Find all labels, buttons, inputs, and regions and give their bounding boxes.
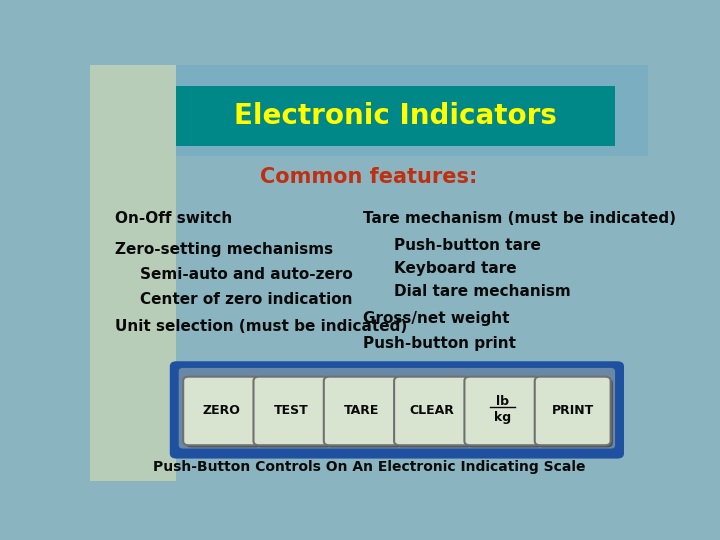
Text: Tare mechanism (must be indicated): Tare mechanism (must be indicated): [364, 211, 676, 226]
Text: Common features:: Common features:: [261, 167, 477, 187]
Text: Push-button tare: Push-button tare: [394, 238, 541, 253]
Bar: [176, 65, 648, 156]
FancyBboxPatch shape: [324, 377, 400, 445]
Text: PRINT: PRINT: [552, 404, 594, 417]
Text: ZERO: ZERO: [202, 404, 240, 417]
FancyBboxPatch shape: [170, 361, 624, 458]
Bar: [90, 65, 176, 481]
FancyBboxPatch shape: [326, 379, 402, 447]
FancyBboxPatch shape: [253, 377, 329, 445]
Text: Gross/net weight: Gross/net weight: [364, 311, 510, 326]
FancyBboxPatch shape: [467, 379, 543, 447]
Text: On-Off switch: On-Off switch: [115, 211, 233, 226]
FancyBboxPatch shape: [394, 377, 470, 445]
Text: lb: lb: [496, 395, 509, 408]
FancyBboxPatch shape: [179, 368, 615, 449]
Text: kg: kg: [494, 411, 511, 424]
FancyBboxPatch shape: [396, 379, 472, 447]
Text: Keyboard tare: Keyboard tare: [394, 261, 517, 276]
Text: Center of zero indication: Center of zero indication: [140, 292, 353, 307]
Text: Unit selection (must be indicated): Unit selection (must be indicated): [115, 319, 408, 334]
FancyBboxPatch shape: [186, 379, 261, 447]
Text: Push-Button Controls On An Electronic Indicating Scale: Push-Button Controls On An Electronic In…: [153, 460, 585, 474]
Text: CLEAR: CLEAR: [410, 404, 454, 417]
FancyBboxPatch shape: [464, 377, 540, 445]
FancyBboxPatch shape: [256, 379, 332, 447]
Text: Semi-auto and auto-zero: Semi-auto and auto-zero: [140, 267, 353, 282]
Text: TARE: TARE: [344, 404, 379, 417]
FancyBboxPatch shape: [537, 379, 613, 447]
Text: Electronic Indicators: Electronic Indicators: [234, 102, 557, 130]
Text: Push-button print: Push-button print: [364, 336, 516, 351]
FancyBboxPatch shape: [535, 377, 611, 445]
FancyBboxPatch shape: [176, 85, 615, 146]
FancyBboxPatch shape: [183, 377, 259, 445]
Text: Dial tare mechanism: Dial tare mechanism: [394, 284, 571, 299]
Text: TEST: TEST: [274, 404, 309, 417]
Text: Zero-setting mechanisms: Zero-setting mechanisms: [115, 242, 333, 258]
